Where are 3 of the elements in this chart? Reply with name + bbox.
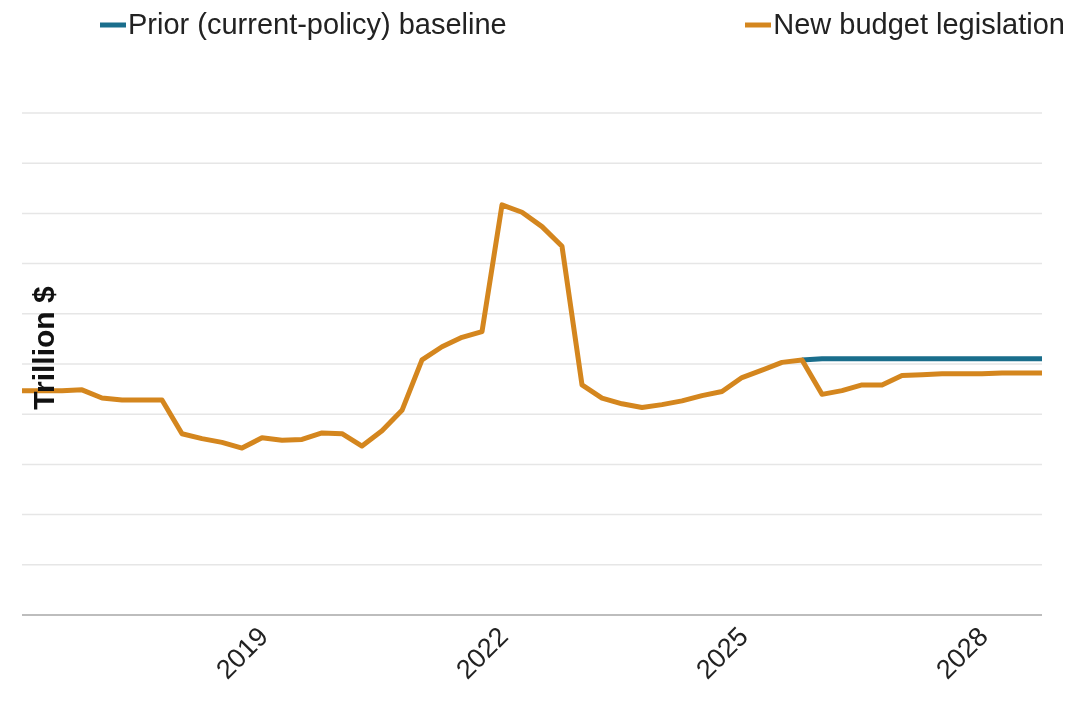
legend-label: New budget legislation [773,8,1065,41]
y-axis-title: Trillion $ [27,286,61,410]
legend-label: Prior (current-policy) baseline [128,8,507,41]
